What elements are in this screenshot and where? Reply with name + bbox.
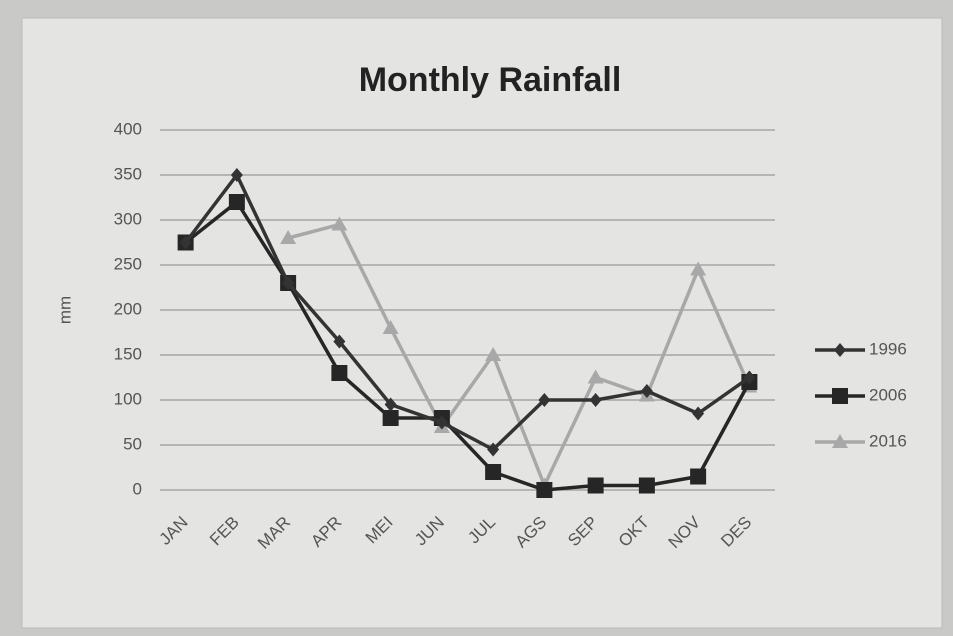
y-tick-label: 250 bbox=[114, 254, 142, 273]
chart-title: Monthly Rainfall bbox=[359, 61, 622, 99]
y-tick-label: 400 bbox=[114, 119, 142, 138]
page: {"chart_data": {"type": "line", "title":… bbox=[0, 0, 953, 636]
marker bbox=[639, 478, 655, 494]
legend-label: 2006 bbox=[869, 385, 907, 404]
marker bbox=[588, 478, 604, 494]
y-tick-label: 150 bbox=[114, 344, 142, 363]
marker bbox=[383, 410, 399, 426]
chart: Monthly Rainfall mm 0 50 100 150 200 250 300 35… bbox=[0, 0, 953, 636]
legend-label: 1996 bbox=[869, 339, 907, 358]
marker bbox=[485, 464, 501, 480]
y-tick-label: 100 bbox=[114, 389, 142, 408]
y-axis-label: mm bbox=[55, 296, 74, 324]
legend-label: 2016 bbox=[869, 431, 907, 450]
y-tick-label: 350 bbox=[114, 164, 142, 183]
marker bbox=[536, 482, 552, 498]
marker bbox=[690, 469, 706, 485]
y-tick-label: 200 bbox=[114, 299, 142, 318]
y-tick-label: 50 bbox=[123, 434, 142, 453]
legend-marker bbox=[832, 388, 848, 404]
y-tick-label: 300 bbox=[114, 209, 142, 228]
marker bbox=[229, 194, 245, 210]
marker bbox=[331, 365, 347, 381]
y-tick-label: 0 bbox=[133, 479, 142, 498]
